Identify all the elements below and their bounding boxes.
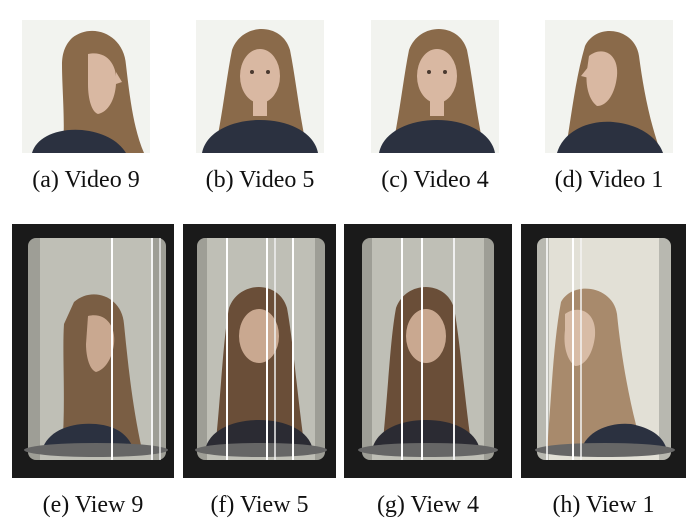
panel-label: (b) <box>206 167 234 193</box>
view-1-image <box>521 224 686 478</box>
caption-c: (c) Video 4 <box>371 168 499 192</box>
caption-b: (b) Video 5 <box>196 168 324 192</box>
panel-label: (g) <box>377 492 405 518</box>
panel-caption: View 9 <box>75 492 144 518</box>
video-1-image <box>545 20 673 153</box>
video-9-image <box>22 20 150 153</box>
panel-caption: Video 1 <box>588 167 663 193</box>
panel-label: (e) <box>43 492 70 518</box>
panel-label: (d) <box>555 167 583 193</box>
caption-a: (a) Video 9 <box>22 168 150 192</box>
panel-label: (f) <box>210 492 234 518</box>
caption-d: (d) Video 1 <box>545 168 673 192</box>
view-5-image <box>183 224 336 478</box>
panel-caption: View 5 <box>240 492 309 518</box>
panel-caption: Video 4 <box>414 167 489 193</box>
view-4-image <box>344 224 512 478</box>
caption-f: (f) View 5 <box>183 493 336 517</box>
caption-h: (h) View 1 <box>521 493 686 517</box>
video-5-image <box>196 20 324 153</box>
panel-label: (a) <box>32 167 59 193</box>
panel-caption: View 1 <box>586 492 655 518</box>
caption-g: (g) View 4 <box>344 493 512 517</box>
panel-label: (h) <box>552 492 580 518</box>
panel-caption: Video 9 <box>65 167 140 193</box>
panel-caption: View 4 <box>411 492 480 518</box>
panel-caption: Video 5 <box>239 167 314 193</box>
video-4-image <box>371 20 499 153</box>
caption-e: (e) View 9 <box>12 493 174 517</box>
panel-label: (c) <box>381 167 408 193</box>
view-9-image <box>12 224 174 478</box>
